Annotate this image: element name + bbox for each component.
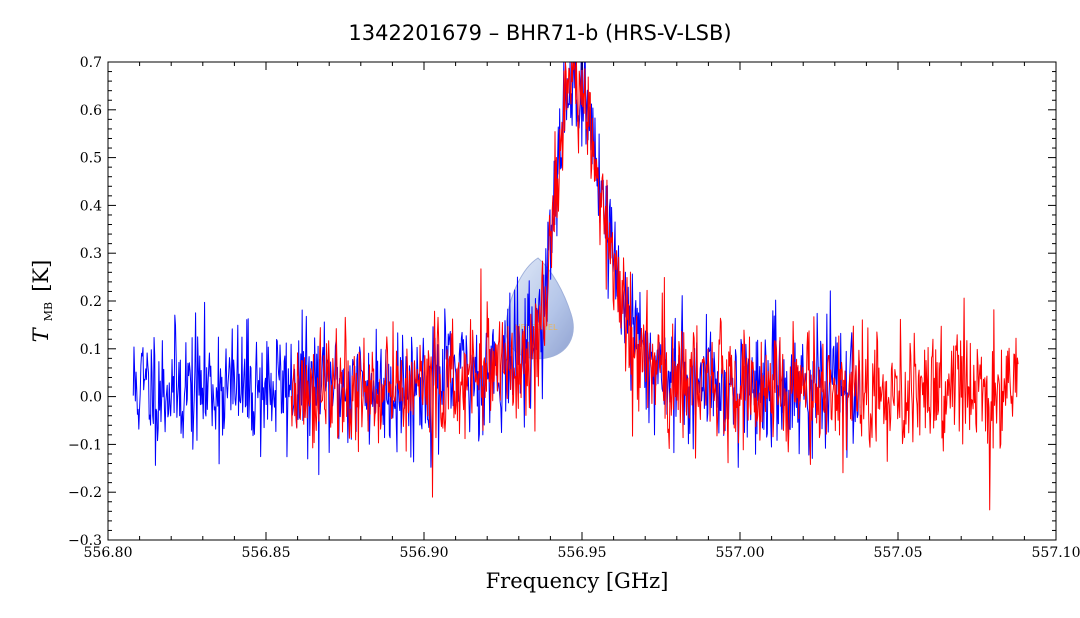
y-tick-label: 0.5 <box>80 151 102 167</box>
spectrum-series-line-2 <box>290 61 1019 511</box>
x-axis: 556.80 556.85 556.90 556.95 557.00 557.05 557.… <box>84 62 1080 561</box>
y-tick-label: −0.1 <box>68 437 102 453</box>
x-tick-label: 557.00 <box>716 545 765 561</box>
x-tick-label: 556.95 <box>558 545 607 561</box>
y-axis-label-symbol: T <box>29 326 53 342</box>
x-tick-label: 557.05 <box>874 545 923 561</box>
y-axis-label-subscript: MB <box>42 302 55 321</box>
x-tick-label: 556.85 <box>242 545 291 561</box>
y-tick-label: −0.3 <box>68 533 102 549</box>
series-layer <box>132 61 1019 511</box>
y-axis: −0.3 −0.2 −0.1 0.0 0.1 0.2 0.3 0.4 0.5 0.6 0.7 <box>68 55 1056 549</box>
y-tick-label: 0.3 <box>80 246 102 262</box>
svg-text:T MB [K]: T MB [K] <box>29 260 56 343</box>
y-tick-label: −0.2 <box>68 485 102 501</box>
y-axis-label-unit: [K] <box>29 260 53 292</box>
y-tick-label: 0.1 <box>80 342 102 358</box>
y-tick-label: 0.0 <box>80 390 102 406</box>
y-tick-label: 0.7 <box>80 55 102 71</box>
x-tick-label: 556.90 <box>400 545 449 561</box>
y-tick-label: 0.4 <box>80 198 102 214</box>
x-tick-label: 556.80 <box>84 545 133 561</box>
y-axis-label: T MB [K] <box>29 260 56 343</box>
x-tick-label: 557.10 <box>1032 545 1080 561</box>
y-tick-label: 0.2 <box>80 294 102 310</box>
chart-title: 1342201679 – BHR71-b (HRS-V-LSB) <box>348 21 731 45</box>
y-tick-label: 0.6 <box>80 103 102 119</box>
x-axis-label: Frequency [GHz] <box>486 569 669 593</box>
